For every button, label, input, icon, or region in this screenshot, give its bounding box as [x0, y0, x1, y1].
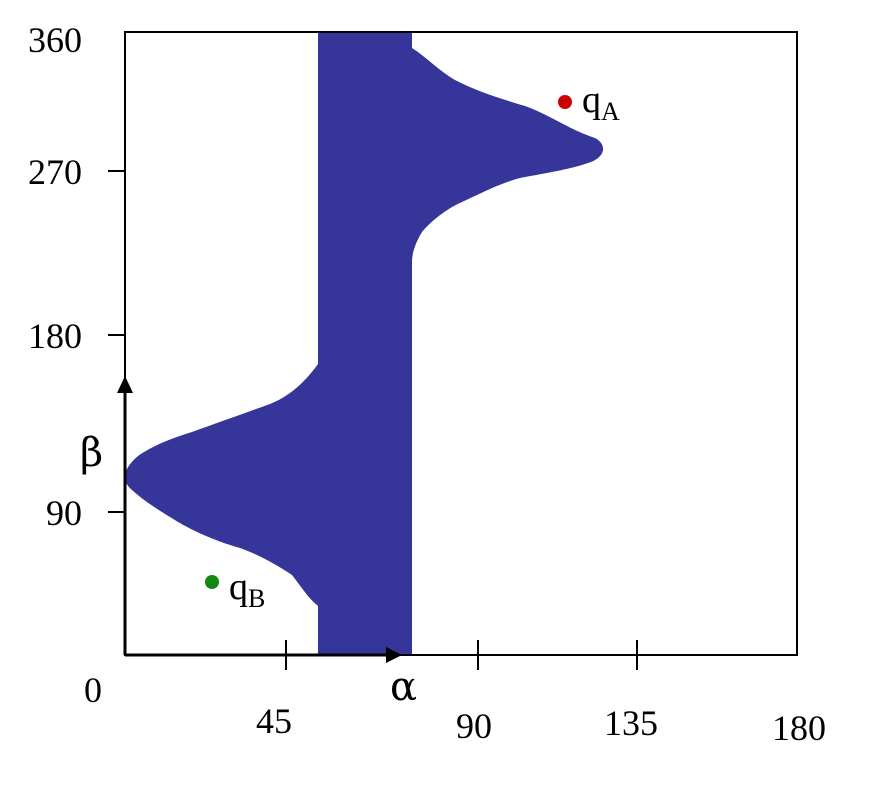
x-tick-label-135: 135 [604, 703, 658, 743]
beta-axis-arrowhead [117, 376, 133, 393]
y-tick-label-180: 180 [28, 316, 82, 356]
plot-frame [124, 31, 798, 656]
beta-axis-symbol: β [80, 430, 103, 476]
x-tick-label-90: 90 [456, 706, 492, 746]
point-qA-main: q [582, 79, 601, 121]
x-tick-label-0: 0 [84, 670, 102, 710]
y-tick-label-90: 90 [46, 493, 82, 533]
point-qB-label: qB [229, 566, 265, 613]
obstacle-region [124, 32, 604, 655]
y-tick-label-360: 360 [28, 20, 82, 60]
alpha-axis-arrowhead [386, 647, 402, 663]
point-qA-marker [558, 95, 572, 109]
point-qB-main: q [229, 566, 248, 608]
alpha-axis-symbol: α [390, 664, 417, 710]
point-qA-label: qA [582, 79, 620, 126]
point-qA-subscript: A [601, 97, 620, 126]
x-tick-label-45: 45 [256, 701, 292, 741]
point-qB-marker [205, 575, 219, 589]
y-tick-label-270: 270 [28, 152, 82, 192]
point-qB-subscript: B [248, 584, 265, 613]
x-tick-label-180: 180 [772, 708, 826, 748]
